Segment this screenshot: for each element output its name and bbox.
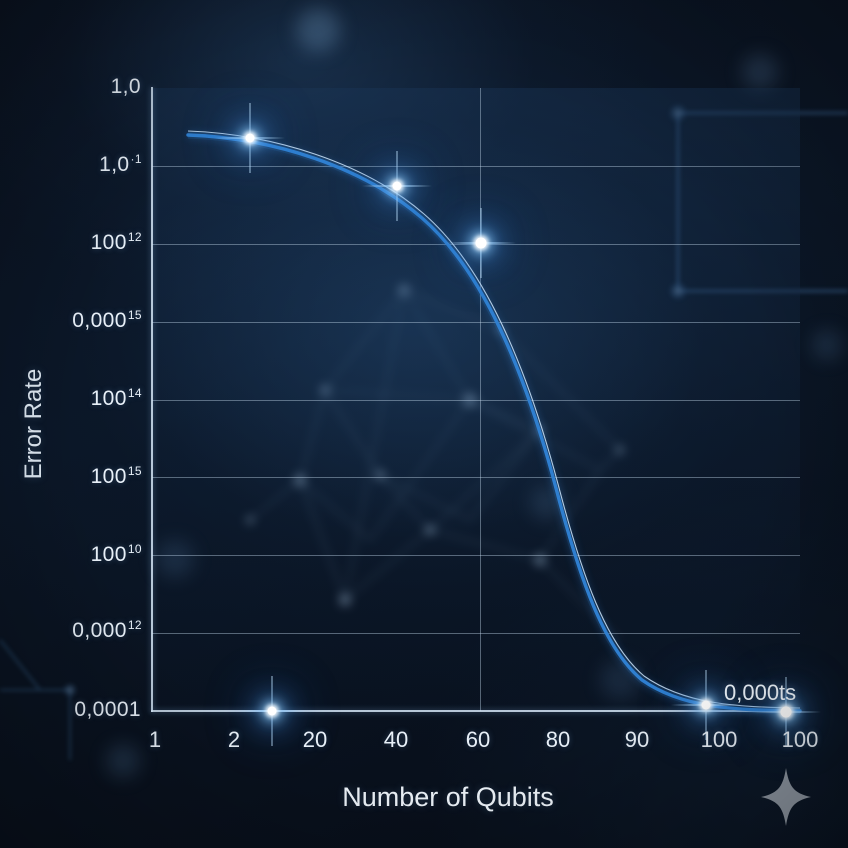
chart-canvas: 1,0 1,0·1 10012 0,00015 10014 10015 1001… — [0, 0, 848, 848]
vignette-overlay — [0, 0, 848, 848]
